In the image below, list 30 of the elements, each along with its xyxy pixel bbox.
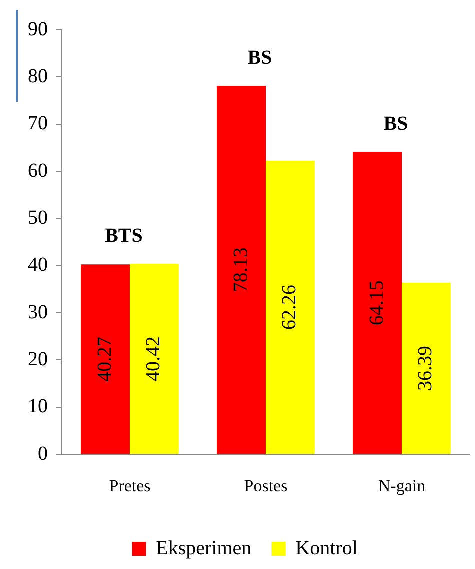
data-label: 62.26 bbox=[278, 284, 301, 330]
x-tick-label: N-gain bbox=[378, 476, 426, 496]
legend-label: Eksperimen bbox=[156, 537, 252, 560]
bar bbox=[130, 264, 179, 454]
legend-label: Kontrol bbox=[296, 537, 358, 560]
annotation: BS bbox=[384, 113, 408, 136]
y-tick-label: 70 bbox=[28, 112, 48, 135]
bar bbox=[217, 86, 266, 454]
y-tick-label: 10 bbox=[28, 396, 48, 418]
data-label: 40.27 bbox=[94, 336, 116, 382]
y-tick-label: 90 bbox=[28, 18, 48, 40]
bar bbox=[266, 160, 315, 454]
data-label: 64.15 bbox=[366, 280, 388, 326]
annotation: BS bbox=[248, 47, 272, 70]
x-tick-label: Postes bbox=[244, 476, 288, 496]
annotation: BTS bbox=[105, 225, 143, 248]
y-tick-label: 60 bbox=[28, 160, 48, 182]
data-label: 40.42 bbox=[142, 336, 165, 382]
y-tick-label: 0 bbox=[38, 442, 48, 465]
y-tick-label: 20 bbox=[28, 348, 48, 370]
y-tick-label: 30 bbox=[28, 301, 48, 324]
bar bbox=[353, 152, 402, 454]
data-label: 78.13 bbox=[230, 248, 252, 293]
y-tick-label: 50 bbox=[28, 206, 48, 229]
y-tick-label: 40 bbox=[28, 254, 48, 276]
y-tick-label: 80 bbox=[28, 65, 48, 88]
data-label: 36.39 bbox=[414, 346, 437, 392]
x-tick-label: Pretes bbox=[109, 476, 151, 496]
bar bbox=[402, 282, 451, 454]
bar bbox=[81, 264, 130, 454]
